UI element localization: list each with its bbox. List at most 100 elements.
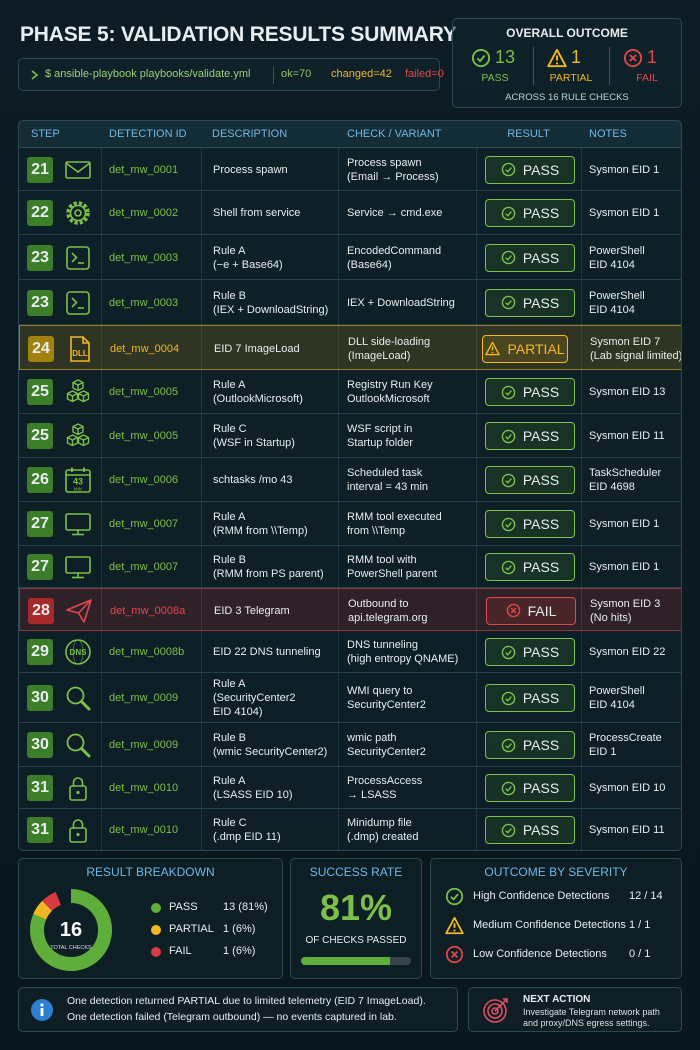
row-icon	[66, 686, 91, 711]
result-text: PASS	[522, 384, 560, 400]
table-row: 27 det_mw_0007 Rule A (RMM from \\Temp) …	[19, 502, 681, 546]
decoration	[581, 148, 582, 850]
step-badge: 23	[27, 244, 53, 271]
icon-shape	[74, 209, 82, 217]
status-icon	[501, 385, 516, 399]
icon-shape	[66, 390, 79, 403]
status-icon	[506, 603, 520, 618]
outcome-label: PARTIAL	[549, 72, 593, 84]
detection-id: det_mw_0004	[110, 342, 180, 355]
check-variant: IEX + DownloadString	[347, 296, 455, 309]
icon-shape	[483, 999, 507, 1023]
command: $ ansible-playbook playbooks/validate.ym…	[45, 68, 251, 80]
table-row: 22 det_mw_0002 Shell from service Servic…	[19, 191, 681, 235]
icon-shape	[77, 434, 90, 447]
table-row: 30 det_mw_0009 Rule A (SecurityCenter2 E…	[19, 673, 681, 723]
row-icon	[66, 379, 90, 403]
result-badge: PASS	[485, 243, 575, 272]
table-row: 21 det_mw_0001 Process spawn Process spa…	[19, 148, 681, 191]
severity-panel: OUTCOME BY SEVERITY High Confidence Dete…	[430, 858, 682, 979]
icon-label: DNS	[70, 648, 88, 657]
icon-shape	[65, 556, 91, 574]
table-row: 25 det_mw_0005 Rule A (OutlookMicrosoft)…	[19, 370, 681, 414]
notes: PowerShell EID 4104	[589, 244, 645, 271]
notes: ProcessCreate EID 1	[589, 732, 662, 758]
table-row: 24 DLL det_mw_0004 EID 7 ImageLoad DLL s…	[19, 325, 682, 370]
decoration	[445, 887, 464, 911]
icon-shape	[505, 210, 512, 217]
icon-shape	[505, 477, 512, 484]
status-icon	[501, 823, 516, 837]
check-variant: Minidump file (.dmp) created	[347, 817, 419, 843]
description: Rule A (SecurityCenter2 EID 4104)	[213, 678, 296, 718]
note-line: One detection failed (Telegram outbound)…	[67, 1011, 397, 1023]
icon-shape	[483, 998, 508, 1023]
status-icon	[501, 645, 516, 659]
result-badge: PASS	[485, 466, 575, 494]
success-title: SUCCESS RATE	[309, 865, 403, 879]
icon-shape	[487, 1003, 503, 1019]
notes: Sysmon EID 7 (Lab signal limited)	[590, 335, 682, 362]
page-title: PHASE 5: VALIDATION RESULTS SUMMARY	[20, 23, 457, 46]
icon-shape	[501, 823, 516, 837]
result-text: PASS	[522, 737, 560, 753]
status-icon	[485, 341, 501, 356]
status-icon	[501, 429, 516, 443]
detection-id: det_mw_0005	[109, 386, 179, 398]
result-badge: PASS	[485, 553, 575, 581]
command-box: $ ansible-playbook playbooks/validate.ym…	[18, 58, 444, 91]
row-icon	[66, 423, 90, 447]
row-icon	[66, 290, 90, 315]
icon-shape	[65, 160, 91, 179]
result-text: PASS	[522, 161, 560, 178]
check-variant: Service → cmd.exe	[347, 207, 443, 219]
row-icon	[65, 556, 91, 579]
breakdown-title: RESULT BREAKDOWN	[86, 865, 215, 879]
result-text: PASS	[522, 559, 560, 575]
icon-shape	[72, 379, 84, 392]
notes: Sysmon EID 11	[589, 430, 665, 442]
step-badge: 28	[28, 597, 54, 624]
icon-shape	[40, 1008, 44, 1016]
note-panel: One detection returned PARTIAL due to li…	[18, 987, 458, 1032]
notes: PowerShell EID 4104	[589, 289, 645, 316]
description: Rule B (wmic SecurityCenter2)	[213, 732, 328, 758]
result-badge: PASS	[485, 731, 575, 759]
status-icon	[445, 945, 464, 964]
outcome-label: FAIL	[636, 72, 658, 84]
icon-shape	[450, 950, 459, 959]
table-row: 27 det_mw_0007 Rule B (RMM from PS paren…	[19, 546, 681, 588]
notes: Sysmon EID 10	[589, 782, 666, 794]
icon-shape	[71, 296, 78, 308]
icon-shape	[66, 379, 90, 403]
icon-shape	[80, 700, 91, 711]
row-icon	[66, 245, 90, 270]
result-text: PARTIAL	[507, 340, 565, 357]
column-header: DETECTION ID	[109, 128, 187, 140]
description: Shell from service	[213, 207, 301, 219]
icon-shape	[505, 827, 512, 834]
table-row: 29 DNS det_mw_0008b EID 22 DNS tunneling…	[19, 631, 681, 673]
icon-shape	[505, 300, 512, 306]
status-icon	[501, 295, 516, 310]
table-row: 30 det_mw_0009 Rule B (wmic SecurityCent…	[19, 723, 681, 767]
result-badge: PASS	[485, 774, 575, 802]
column-header: DESCRIPTION	[212, 128, 288, 140]
table-row: 25 det_mw_0005 Rule C (WSF in Startup) W…	[19, 414, 681, 458]
step-badge: 27	[27, 554, 53, 580]
check-variant: wmic path SecurityCenter2	[347, 732, 426, 758]
icon-shape	[505, 389, 512, 396]
icon-shape	[445, 945, 464, 964]
notes: Sysmon EID 22	[589, 646, 666, 658]
status-icon	[471, 48, 491, 68]
icon-shape	[491, 1007, 499, 1015]
decoration	[445, 945, 464, 969]
status-icon	[501, 781, 516, 795]
icon-shape	[445, 887, 464, 906]
result-badge: FAIL	[486, 596, 576, 625]
icon-shape	[501, 781, 516, 795]
result-badge: PASS	[485, 378, 575, 406]
result-badge: PASS	[485, 288, 575, 317]
